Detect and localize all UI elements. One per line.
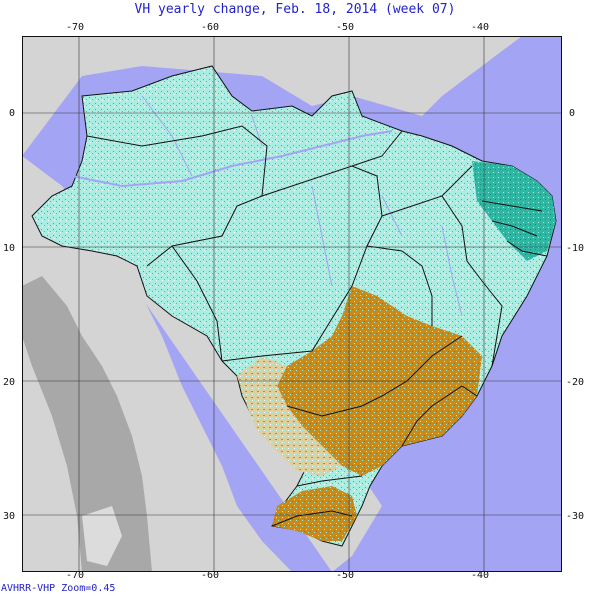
lon-tick-top-70: -70	[66, 22, 85, 33]
amazon-river	[71, 130, 393, 188]
lon-tick-bottom-40: -40	[471, 570, 490, 581]
lon-tick-bottom-70: -70	[66, 570, 85, 581]
lat-tick-left-30: 30	[3, 511, 16, 522]
river-network	[141, 95, 463, 317]
coast-white-patches	[82, 506, 122, 566]
lat-tick-left-20: 20	[3, 377, 16, 388]
lat-tick-right-0: 0	[569, 108, 576, 119]
map-title: VH yearly change, Feb. 18, 2014 (week 07…	[134, 2, 456, 17]
graticule	[22, 36, 562, 572]
lon-tick-bottom-60: -60	[201, 570, 220, 581]
central-mixed	[237, 356, 342, 476]
footer-label: AVHRR-VHP Zoom=0.45	[1, 583, 116, 594]
vh-change-map	[22, 36, 562, 572]
lat-tick-left-10: 10	[3, 243, 16, 254]
state-borders	[86, 125, 548, 527]
lat-tick-right-10: -10	[566, 243, 585, 254]
lon-tick-bottom-50: -50	[336, 570, 355, 581]
lon-tick-top-60: -60	[201, 22, 220, 33]
andes-region	[22, 276, 152, 572]
lon-tick-top-50: -50	[336, 22, 355, 33]
lat-tick-left-0: 0	[9, 108, 16, 119]
lat-tick-right-30: -30	[566, 511, 585, 522]
lon-tick-top-40: -40	[471, 22, 490, 33]
lat-tick-right-20: -20	[566, 377, 585, 388]
northeast-strong-green	[472, 161, 556, 261]
map-frame	[22, 36, 562, 572]
